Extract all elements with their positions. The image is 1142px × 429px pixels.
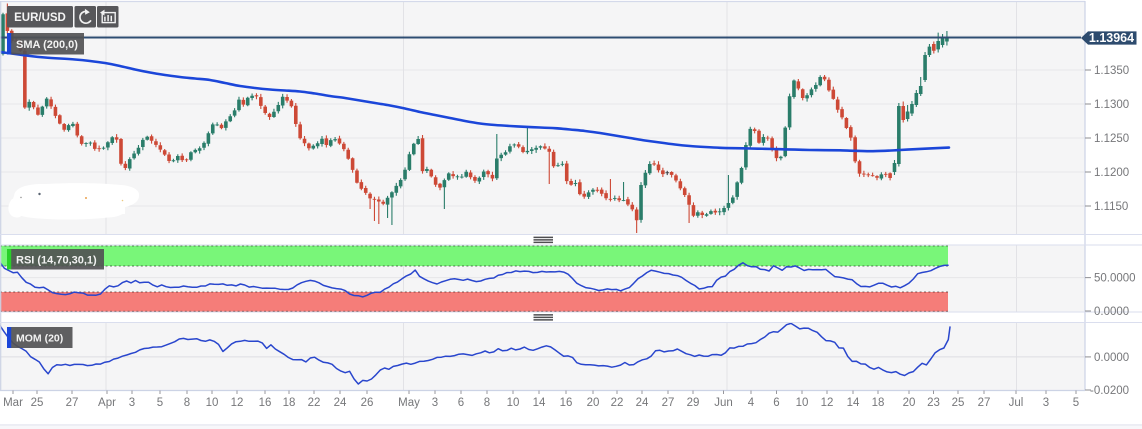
svg-text:10: 10 [507,397,520,409]
svg-text:10: 10 [796,397,809,409]
svg-text:12: 12 [821,397,834,409]
svg-text:1.1150: 1.1150 [1094,201,1128,213]
svg-text:5: 5 [1073,397,1079,409]
svg-text:18: 18 [872,397,885,409]
svg-text:12: 12 [231,397,244,409]
svg-text:22: 22 [611,397,624,409]
svg-text:24: 24 [334,397,347,409]
svg-text:22: 22 [308,397,321,409]
svg-text:29: 29 [687,397,700,409]
svg-text:16: 16 [259,397,272,409]
svg-text:MOM (20): MOM (20) [16,333,63,345]
svg-text:10: 10 [206,397,219,409]
svg-text:Jul: Jul [1009,397,1024,409]
svg-text:Jun: Jun [714,397,733,409]
svg-text:1.1200: 1.1200 [1094,167,1129,179]
svg-text:-0.0200: -0.0200 [1090,385,1129,397]
svg-text:3: 3 [1043,397,1049,409]
svg-text:27: 27 [978,397,991,409]
svg-text:1.1300: 1.1300 [1094,99,1129,111]
svg-text:0.0000: 0.0000 [1094,306,1129,318]
svg-text:14: 14 [847,397,860,409]
svg-text:RSI (14,70,30,1): RSI (14,70,30,1) [16,254,97,266]
svg-text:18: 18 [283,397,296,409]
svg-text:27: 27 [662,397,675,409]
svg-text:1.1250: 1.1250 [1094,133,1129,145]
svg-text:25: 25 [31,397,44,409]
svg-text:EUR/USD: EUR/USD [14,12,66,24]
svg-text:27: 27 [66,397,79,409]
svg-text:0.0000: 0.0000 [1094,352,1129,364]
svg-text:3: 3 [129,397,135,409]
svg-text:50.0000: 50.0000 [1094,273,1136,285]
svg-text:6: 6 [458,397,464,409]
svg-text:26: 26 [361,397,374,409]
svg-text:20: 20 [587,397,600,409]
svg-text:May: May [398,397,420,409]
svg-text:25: 25 [952,397,965,409]
svg-text:1.13964: 1.13964 [1089,31,1134,45]
svg-text:SMA (200,0): SMA (200,0) [16,39,78,51]
svg-text:8: 8 [484,397,490,409]
svg-text:20: 20 [903,397,916,409]
svg-text:14: 14 [533,397,546,409]
svg-text:6: 6 [773,397,779,409]
svg-text:23: 23 [927,397,940,409]
svg-text:3: 3 [432,397,438,409]
svg-text:8: 8 [184,397,190,409]
svg-text:4: 4 [748,397,755,409]
svg-text:Apr: Apr [98,397,116,409]
svg-text:5: 5 [157,397,163,409]
svg-text:1.1350: 1.1350 [1094,65,1129,77]
svg-text:24: 24 [636,397,649,409]
svg-text:Mar: Mar [3,397,23,409]
svg-text:16: 16 [560,397,573,409]
